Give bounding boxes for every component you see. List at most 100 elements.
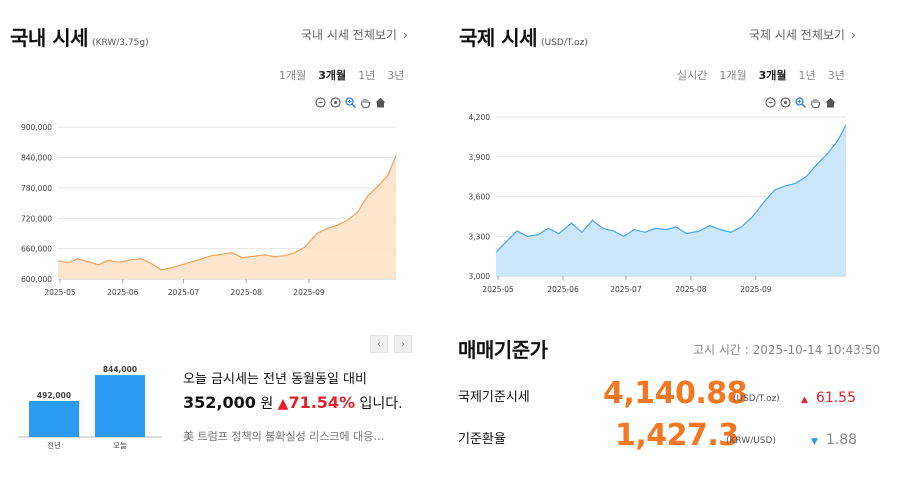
news-headline-link[interactable]: 美 트럼프 정책의 불확실성 리스크에 대응… <box>183 430 385 443</box>
rate-value: 1,427.3 <box>615 418 739 453</box>
next-button[interactable]: › <box>394 335 412 353</box>
international-period-tabs: 실시간 1개월 3개월 1년 3년 <box>677 67 845 83</box>
home-icon[interactable] <box>375 97 386 108</box>
domestic-view-all-link[interactable]: 국내 시세 전체보기 › <box>301 26 408 43</box>
domestic-title: 국내 시세 (KRW/3.75g) <box>10 22 149 51</box>
international-title: 국제 시세 (USD/T.oz) <box>459 22 588 51</box>
y-tick-label: 3,300 <box>469 232 491 241</box>
up-arrow-icon: ▲ <box>801 395 808 405</box>
bar-category-label: 전년 <box>47 440 61 450</box>
period-tab[interactable]: 3개월 <box>758 69 787 82</box>
international-price-chart: 3,000 3,300 3,600 3,900 4,200 2025-05 2025-06 2… <box>460 106 860 306</box>
x-tick-label: 2025-07 <box>610 285 642 294</box>
zoom-in-icon[interactable] <box>795 97 806 108</box>
news-intro: 오늘 금시세는 전년 동월동일 대비 <box>183 372 367 387</box>
international-title-text: 국제 시세 <box>459 26 538 50</box>
news-suffix: 입니다. <box>359 396 403 412</box>
international-price-chart-svg: 3,000 3,300 3,600 3,900 4,200 2025-05 2025-06 2… <box>469 113 847 294</box>
period-tab[interactable]: 3년 <box>387 69 405 82</box>
x-tick-label: 2025-05 <box>482 285 514 294</box>
y-tick-label: 660,000 <box>21 245 52 254</box>
domestic-period-tabs: 1개월 3개월 1년 3년 <box>279 67 404 83</box>
standard-price-title: 매매기준가 <box>458 338 548 362</box>
rate-change: ▼ 1.88 <box>811 432 857 448</box>
international-view-all-label: 국제 시세 전체보기 <box>749 28 845 42</box>
prev-button[interactable]: ‹ <box>370 335 388 353</box>
series-line <box>495 124 847 253</box>
bar <box>29 400 79 437</box>
domestic-title-text: 국내 시세 <box>10 26 89 50</box>
home-icon[interactable] <box>825 97 836 108</box>
rate-unit: (USD/T.oz) <box>733 394 780 404</box>
year-compare-chart-svg: 492,000 전년 844,000 오늘 <box>18 365 162 450</box>
rate-change-value: 1.88 <box>825 432 858 448</box>
domestic-view-all-label: 국내 시세 전체보기 <box>301 28 397 42</box>
international-standard-row: 국제기준시세 4,140.88 (USD/T.oz) ▲ 61.55 <box>458 376 868 416</box>
period-tab[interactable]: 실시간 <box>677 69 708 82</box>
x-tick-label: 2025-08 <box>231 288 263 297</box>
news-percent: 71.54% <box>288 393 356 412</box>
international-view-all-link[interactable]: 국제 시세 전체보기 › <box>749 26 856 43</box>
rate-value: 4,140.88 <box>603 376 748 411</box>
period-tab[interactable]: 1년 <box>358 69 376 82</box>
x-tick-label: 2025-09 <box>740 285 772 294</box>
domestic-unit: (KRW/3.75g) <box>92 38 149 48</box>
period-tab[interactable]: 1개월 <box>719 69 747 82</box>
rate-unit: (KRW/USD) <box>726 436 776 446</box>
zoom-out-icon[interactable] <box>765 97 776 108</box>
y-tick-label: 720,000 <box>21 214 52 223</box>
y-tick-label: 3,900 <box>469 153 491 162</box>
zoom-out-icon[interactable] <box>315 97 326 108</box>
exchange-rate-row: 기준환율 1,427.3 (KRW/USD) ▼ 1.88 <box>458 418 868 458</box>
pan-hand-icon[interactable] <box>810 97 821 108</box>
x-tick-label: 2025-09 <box>293 288 325 297</box>
reset-icon[interactable] <box>330 97 341 108</box>
domestic-price-chart-svg: 600,000 660,000 720,000 780,000 840,000 900,0… <box>21 123 397 297</box>
zoom-in-icon[interactable] <box>345 97 356 108</box>
y-tick-label: 840,000 <box>21 154 52 163</box>
x-tick-label: 2025-06 <box>107 288 139 297</box>
period-tab[interactable]: 1개월 <box>279 69 307 82</box>
bar <box>95 375 145 437</box>
y-tick-label: 3,600 <box>469 193 491 202</box>
y-tick-label: 3,000 <box>469 272 491 281</box>
rate-change: ▲ 61.55 <box>801 390 856 406</box>
rate-label: 국제기준시세 <box>458 390 530 405</box>
chevron-right-icon: › <box>850 28 856 42</box>
news-comparison: 352,000 원 ▲71.54% 입니다. <box>183 393 413 414</box>
rate-label: 기준환율 <box>458 432 506 447</box>
international-unit: (USD/T.oz) <box>541 38 588 48</box>
x-tick-label: 2025-06 <box>547 285 579 294</box>
period-tab[interactable]: 3년 <box>827 69 845 82</box>
x-tick-label: 2025-07 <box>168 288 200 297</box>
series-area <box>496 125 846 276</box>
x-tick-label: 2025-08 <box>675 285 707 294</box>
series-area <box>58 155 396 279</box>
notice-time: 고시 시간 : 2025-10-14 10:43:50 <box>693 343 881 357</box>
international-chart-toolbar <box>765 97 836 108</box>
pan-hand-icon[interactable] <box>360 97 371 108</box>
year-compare-chart: 492,000 전년 844,000 오늘 <box>10 365 170 455</box>
news-won: 원 <box>260 396 274 412</box>
x-tick-label: 2025-05 <box>44 288 76 297</box>
down-arrow-icon: ▼ <box>811 437 818 447</box>
domestic-price-chart: 600,000 660,000 720,000 780,000 840,000 900,0… <box>10 106 420 306</box>
bar-data-label: 492,000 <box>37 391 71 400</box>
y-tick-label: 4,200 <box>469 113 491 122</box>
domestic-chart-toolbar <box>315 97 386 108</box>
news-diff-value: 352,000 <box>183 393 256 412</box>
period-tab[interactable]: 3개월 <box>318 69 347 82</box>
series-line <box>57 155 397 271</box>
y-tick-label: 780,000 <box>21 184 52 193</box>
reset-icon[interactable] <box>780 97 791 108</box>
up-arrow-icon: ▲ <box>277 396 289 412</box>
news-summary: 오늘 금시세는 전년 동월동일 대비 352,000 원 ▲71.54% 입니다… <box>183 368 413 444</box>
y-tick-label: 600,000 <box>21 275 52 284</box>
bar-category-label: 오늘 <box>113 441 127 450</box>
rate-change-value: 61.55 <box>815 390 857 406</box>
news-pager: ‹ › <box>370 335 412 353</box>
bar-data-label: 844,000 <box>103 365 137 374</box>
chevron-right-icon: › <box>402 28 408 42</box>
y-tick-label: 900,000 <box>21 123 52 132</box>
period-tab[interactable]: 1년 <box>798 69 816 82</box>
